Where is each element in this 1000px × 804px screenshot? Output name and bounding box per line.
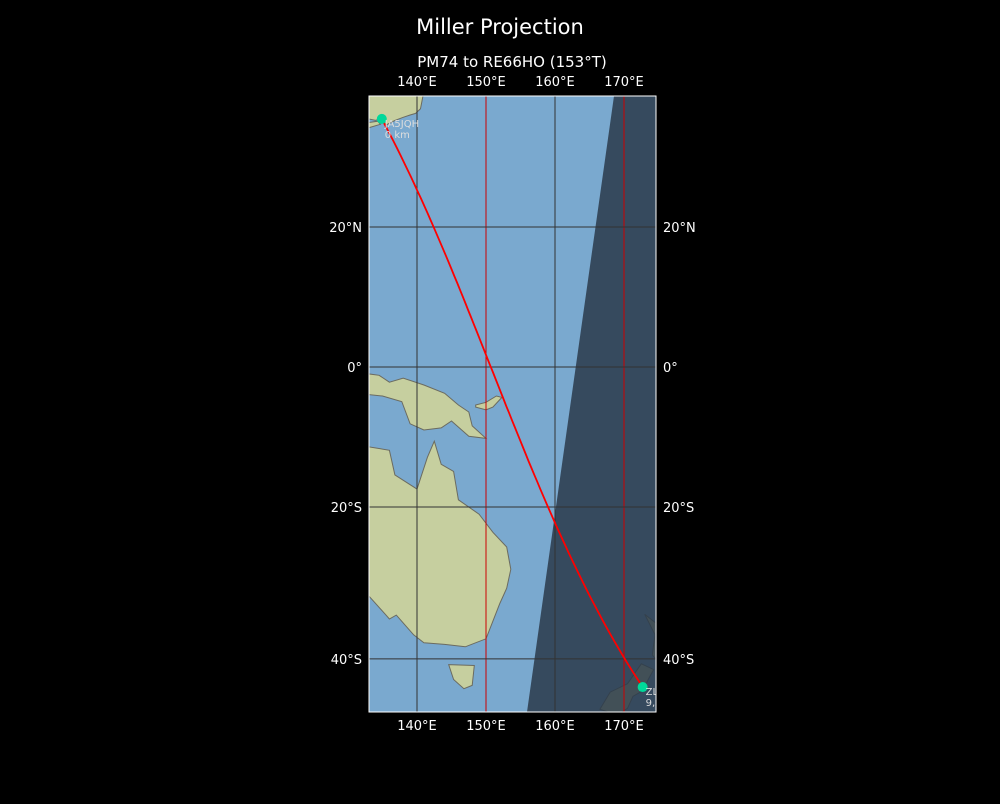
station-distance: 0 km (385, 130, 410, 141)
landmass-australia (369, 439, 512, 648)
lat-tick-label-right: 0° (663, 361, 678, 376)
graticule (369, 96, 656, 712)
lon-tick-label-top: 150°E (466, 75, 506, 90)
station-callsign: ZL3TUX (646, 687, 685, 698)
lat-tick-label-left: 20°S (331, 501, 362, 516)
lon-tick-label-top: 140°E (397, 75, 437, 90)
landmass-new-britain (475, 395, 503, 411)
lon-tick-label-bottom: 150°E (466, 719, 506, 734)
lat-tick-label-right: 20°S (663, 501, 694, 516)
station-callsign: JA5JQH (384, 119, 419, 130)
figure-title: Miller Projection (416, 15, 584, 39)
lat-tick-label-left: 0° (347, 361, 362, 376)
lon-tick-label-top: 170°E (604, 75, 644, 90)
lat-tick-label-right: 40°S (663, 653, 694, 668)
station-marker[interactable] (637, 682, 648, 693)
station-marker[interactable] (376, 113, 387, 124)
landmass-tasmania (448, 664, 475, 690)
lat-tick-label-right: 20°N (663, 221, 696, 236)
lon-tick-label-bottom: 160°E (535, 719, 575, 734)
lat-tick-label-left: 40°S (331, 653, 362, 668)
lon-tick-label-top: 160°E (535, 75, 575, 90)
map-subtitle: PM74 to RE66HO (153°T) (417, 53, 607, 71)
lon-tick-label-bottom: 170°E (604, 719, 644, 734)
map-frame (368, 95, 657, 713)
station-distance: 9,434 km (646, 698, 693, 709)
lat-tick-label-left: 20°N (329, 221, 362, 236)
lon-tick-label-bottom: 140°E (397, 719, 437, 734)
great-circle-path (381, 118, 644, 688)
